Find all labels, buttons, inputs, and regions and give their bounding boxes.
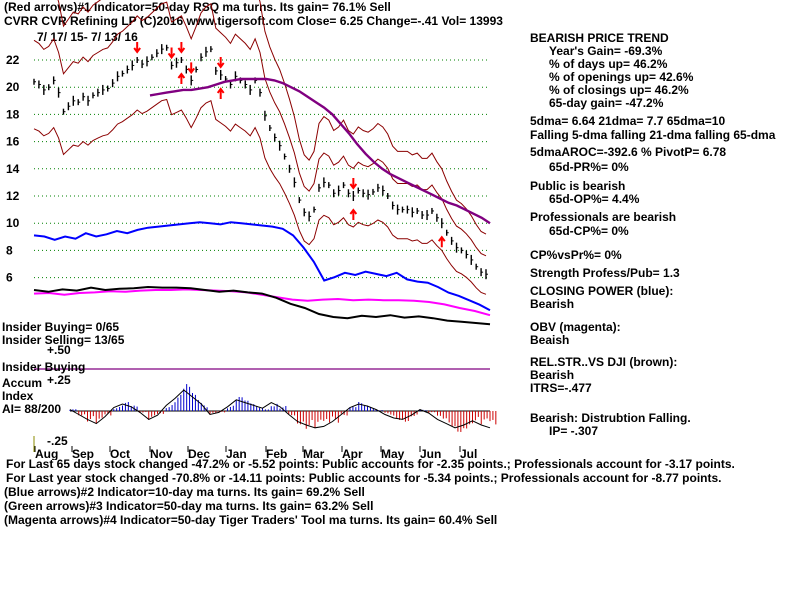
plus25-label: +.25 [47,373,71,387]
rel-str-title: REL.STR..VS DJI (brown): [530,355,678,369]
obv-title: OBV (magenta): [530,320,621,334]
signal-arrow-down [216,56,225,69]
ma65-line [149,77,491,225]
gain-65d: 65-day gain= -47.2% [549,96,664,110]
signal-arrow-down [187,62,196,75]
plus50-label: +.50 [47,343,71,357]
days-up: % of days up= 46.2% [549,57,668,71]
falling-status: Falling 5-dma falling 21-dma falling 65-… [530,128,776,142]
ai-value: AI= 88/200 [2,402,62,416]
outer-band [57,0,487,235]
date-range: 7/ 17/ 15- 7/ 13/ 16 [37,30,138,44]
aroc-pivot: 5dmaAROC=-392.6 % PivotP= 6.78 [530,145,727,159]
x-tick-label: May [381,447,405,460]
cp-percent: 65d-CP%= 0% [549,224,629,238]
footer-line5: (Magenta arrows)#4 Indicator=50-day Tige… [4,513,498,527]
professionals-status: Professionals are bearish [530,210,677,224]
footer-line1: For Last 65 days stock changed -47.2% or… [6,457,735,471]
header-line1: (Red arrows)#1 Indicator=50-day RSQ ma t… [4,0,391,14]
public-status: Public is bearish [530,179,626,193]
ip-value: IP= -.307 [549,424,599,438]
dma-values: 5dma= 6.64 21dma= 7.7 65dma=10 [530,114,726,128]
minus25-label: -.25 [47,434,68,448]
accum-ma-line [69,389,491,429]
y-tick-label: 14 [6,162,20,176]
x-tick-label: Mar [303,447,325,460]
header-line2: CVRR CVR Refining LP (C)2016 www.tigerso… [4,14,503,28]
accum-status: Bearish: Distrubtion Falling. [530,411,691,425]
y-tick-label: 8 [6,243,13,257]
itrs-value: ITRS=-.477 [530,381,592,395]
closings-up: % of closings up= 46.2% [549,83,689,97]
x-tick-label: Sep [72,447,94,460]
y-tick-label: 6 [6,271,13,285]
openings-up: % of openings up= 42.6% [549,70,694,84]
cp-vs-pr: CP%vsPr%= 0% [530,248,622,262]
signal-arrow-up [349,208,358,220]
signal-arrow-down [167,47,176,60]
signal-arrow-up [437,235,446,248]
upper-band [33,1,487,257]
x-tick-label: Dec [188,447,210,460]
x-tick-label: Apr [342,447,363,460]
footer-line4: (Green arrows)#3 Indicator=50-day ma tur… [4,499,374,513]
x-tick-label: Nov [150,447,173,460]
signal-arrow-down [133,42,141,54]
x-tick-label: Jan [226,447,247,460]
x-tick-label: Aug [35,447,58,460]
x-tick-label: Jul [460,447,477,460]
year-gain: Year's Gain= -69.3% [549,44,663,58]
obv-status: Beaish [530,333,570,347]
insider-buying-count: Insider Buying= 0/65 [2,320,120,334]
closing-power-line [33,221,491,312]
rel-str-status: Bearish [530,368,575,382]
insider-selling-count: Insider Selling= 13/65 [2,333,125,347]
lower-band [33,98,487,295]
y-tick-label: 20 [6,80,20,94]
signal-arrow-down [349,178,358,190]
x-tick-label: Oct [110,447,130,460]
footer-line2: For Last year stock changed -70.8% or -1… [6,471,722,485]
obv-line [33,288,491,317]
signal-arrow-up [177,72,186,84]
rel-str-line [33,285,491,326]
y-tick-label: 18 [6,107,20,121]
trend-title: BEARISH PRICE TREND [530,31,669,45]
y-tick-label: 10 [6,216,20,230]
signal-arrow-down [177,42,186,54]
signal-arrow-up [216,87,225,99]
y-tick-label: 16 [6,135,20,149]
closing-power-title: CLOSING POWER (blue): [530,284,674,298]
x-tick-label: Feb [266,447,287,460]
closing-power-status: Bearish [530,297,575,311]
insider-buying-label: Insider Buying [2,360,86,374]
accum-label: Accum [2,376,43,390]
op-percent: 65d-OP%= 4.4% [549,192,640,206]
y-tick-label: 22 [6,53,20,67]
y-tick-label: 12 [6,189,20,203]
pr-percent: 65d-PR%= 0% [549,160,629,174]
footer-line3: (Blue arrows)#2 Indicator=10-day ma turn… [4,485,365,499]
price-chart: 22 20 18 16 14 12 10 8 6 Aug Sep Oct Nov Dec Jan Feb Ma… [6,0,497,460]
strength-ratio: Strength Profess/Pub= 1.3 [530,266,680,280]
x-tick-label: Jun [420,447,441,460]
index-label: Index [2,389,34,403]
